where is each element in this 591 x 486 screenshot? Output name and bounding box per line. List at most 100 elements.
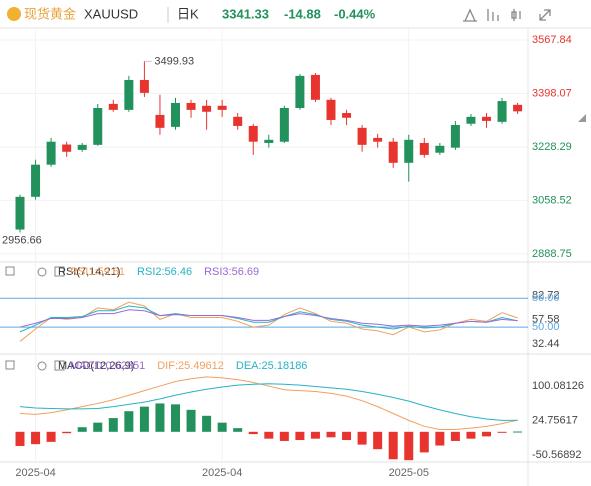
macd-bar <box>419 431 429 453</box>
candle-body <box>108 103 118 110</box>
candle-body <box>279 107 289 142</box>
candle-body <box>155 114 165 128</box>
ref-label: 50.00 <box>532 321 560 333</box>
y-tick-label: 3058.52 <box>532 194 572 206</box>
candle-body <box>264 139 274 143</box>
candle-body <box>435 145 445 153</box>
rsi-header <box>5 266 65 277</box>
rsi-line <box>19 301 518 342</box>
macd-bar <box>93 422 103 432</box>
change-pct: -0.44% <box>334 6 376 21</box>
candle-body <box>62 144 72 152</box>
candle-body <box>217 105 227 110</box>
x-tick-label: 2025-04 <box>15 467 55 479</box>
macd-bar <box>295 431 305 441</box>
price: 3341.33 <box>222 6 269 21</box>
candle-body <box>171 102 180 127</box>
candle-body <box>342 113 352 118</box>
high-label: 3499.93 <box>154 55 194 67</box>
legend-entry: DEA:25.18186 <box>236 360 308 372</box>
y-tick-label: 3567.84 <box>532 34 572 46</box>
y-tick-label: 3398.07 <box>532 87 572 99</box>
indicator-title: RSI(7,14,21) <box>58 266 120 278</box>
candle-body <box>513 104 523 112</box>
macd-bar <box>139 406 149 432</box>
change: -14.88 <box>284 6 321 21</box>
macd-bar <box>404 431 414 461</box>
candle-body <box>326 99 336 120</box>
side-icon[interactable] <box>578 114 586 122</box>
eye-icon[interactable] <box>5 266 15 276</box>
rsi-line <box>19 305 518 333</box>
macd-bar <box>31 431 41 445</box>
macd-line <box>19 383 518 421</box>
legend-entry: RSI3:56.69 <box>204 266 259 278</box>
candle-body <box>310 74 320 100</box>
settings-icon[interactable] <box>37 361 47 371</box>
candle-body <box>450 125 460 148</box>
candle-body <box>15 196 25 230</box>
macd-bar <box>310 431 320 439</box>
candle-body <box>202 105 212 112</box>
candle-body <box>388 141 398 163</box>
macd-bar <box>373 431 383 450</box>
candle-body <box>93 107 103 145</box>
candle-body <box>77 144 87 150</box>
candle-body <box>497 101 507 122</box>
instrument-name: 现货黄金 <box>24 6 76 21</box>
rsi-line <box>19 309 518 328</box>
period: 日K <box>177 6 199 21</box>
macd-bar <box>482 431 491 437</box>
candle-body <box>46 141 56 165</box>
bars-icon[interactable] <box>487 9 499 21</box>
eye-icon[interactable] <box>5 360 15 370</box>
legend-entry: DIF:25.49612 <box>157 360 224 372</box>
macd-bar <box>466 431 476 439</box>
macd-bar <box>77 427 87 432</box>
candle-body <box>186 102 196 110</box>
y-tick-label: 57.58 <box>532 314 560 326</box>
settings-icon[interactable] <box>37 267 47 277</box>
candle-body <box>31 164 41 197</box>
toolbar <box>463 8 551 22</box>
y-tick-label: 2888.75 <box>532 248 572 260</box>
macd-bar <box>171 404 180 432</box>
macd-bar <box>248 431 258 435</box>
menu-icon[interactable] <box>54 360 65 371</box>
candle-body <box>139 79 149 93</box>
macd-bar <box>15 431 25 446</box>
menu-icon[interactable] <box>54 266 65 277</box>
ref-label: 80.00 <box>532 292 560 304</box>
candle-body <box>482 116 491 121</box>
x-tick-label: 2025-05 <box>389 467 429 479</box>
macd-bar <box>124 411 134 432</box>
expand-icon[interactable] <box>539 9 551 21</box>
legend-entry: MACD:0.62851 <box>70 360 145 372</box>
macd-line <box>19 376 518 431</box>
indicator-icon[interactable] <box>463 8 477 22</box>
candle-icon[interactable] <box>511 9 521 21</box>
macd-bar <box>513 431 523 433</box>
macd-bar <box>435 431 445 446</box>
x-tick-label: 2025-04 <box>202 467 242 479</box>
gold-icon <box>7 7 21 21</box>
macd-bar <box>357 431 367 445</box>
low-label: 2956.66 <box>2 234 42 246</box>
candle-body <box>295 75 305 108</box>
candle-body <box>248 125 258 142</box>
y-tick-label: 24.75617 <box>532 414 578 426</box>
y-tick-label: 100.08126 <box>532 380 584 392</box>
y-tick-label: 3228.29 <box>532 141 572 153</box>
macd-bar <box>108 418 118 432</box>
indicator-title: MACD(12,26,9) <box>58 360 134 372</box>
macd-bar <box>155 403 165 432</box>
legend-entry: RSI2:56.46 <box>137 266 192 278</box>
candle-body <box>419 142 429 155</box>
macd-bar <box>279 431 289 441</box>
macd-bar <box>264 431 274 439</box>
legend-entry: RSI1:59.61 <box>70 266 125 278</box>
candle-body <box>233 116 243 126</box>
y-tick-label: 32.44 <box>532 338 560 350</box>
candle-body <box>373 137 383 142</box>
